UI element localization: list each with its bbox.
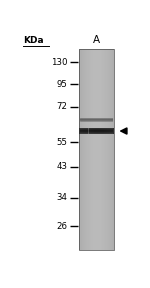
Bar [80,133,114,134]
Bar [97,128,98,134]
Bar [111,128,112,134]
Bar [80,128,114,129]
Bar [79,49,114,250]
Bar [85,128,86,134]
Text: 72: 72 [57,102,68,111]
Bar [101,128,102,134]
Bar [85,49,86,250]
Bar [94,128,95,134]
Bar [104,49,105,250]
Bar [97,49,98,250]
Bar [110,128,111,134]
Bar [89,49,90,250]
Bar [103,49,104,250]
Text: 43: 43 [57,162,68,171]
Text: 34: 34 [57,193,68,202]
Bar [80,131,114,132]
Bar [80,132,114,133]
Bar [80,119,113,121]
Bar [87,128,88,134]
Bar [104,128,105,134]
Bar [92,49,93,250]
Bar [90,49,91,250]
Bar [80,120,113,121]
Bar [112,49,113,250]
Bar [84,128,85,134]
Bar [80,129,114,130]
Bar [113,49,114,250]
Bar [112,128,113,134]
Bar [86,128,87,134]
Bar [100,49,101,250]
FancyBboxPatch shape [80,118,113,122]
Text: 95: 95 [57,80,68,89]
Bar [108,128,110,134]
Bar [96,128,97,134]
Bar [86,49,87,250]
Bar [81,49,82,250]
Text: 26: 26 [57,222,68,231]
Bar [80,119,113,120]
Bar [93,128,94,134]
Bar [102,128,104,134]
Bar [92,128,93,134]
Bar [80,118,113,120]
Bar [107,128,108,134]
Bar [108,49,109,250]
Bar [111,49,112,250]
Bar [90,128,91,134]
Text: 55: 55 [57,138,68,147]
Bar [80,120,113,122]
Bar [98,49,99,250]
Bar [79,49,80,250]
Bar [84,49,85,250]
Bar [94,49,95,250]
Bar [80,120,113,122]
Bar [80,118,113,119]
Bar [80,118,113,120]
Text: KDa: KDa [23,35,44,45]
Bar [82,49,83,250]
Bar [93,49,94,250]
Bar [80,49,81,250]
Text: A: A [93,35,100,45]
Bar [107,49,108,250]
Bar [110,49,111,250]
Bar [100,128,101,134]
Bar [99,49,100,250]
Bar [102,49,103,250]
Bar [88,128,90,134]
Bar [98,128,99,134]
Bar [83,49,84,250]
Bar [106,49,107,250]
Bar [82,128,83,134]
Bar [87,49,88,250]
Bar [113,128,114,134]
Bar [106,128,107,134]
Bar [80,128,82,134]
Bar [99,128,100,134]
Bar [105,49,106,250]
Bar [91,49,92,250]
Bar [91,128,92,134]
Bar [79,128,80,134]
Bar [83,128,84,134]
Bar [80,130,114,131]
Bar [88,49,89,250]
Bar [105,128,106,134]
Bar [101,49,102,250]
Text: 130: 130 [51,58,68,67]
Bar [96,49,97,250]
